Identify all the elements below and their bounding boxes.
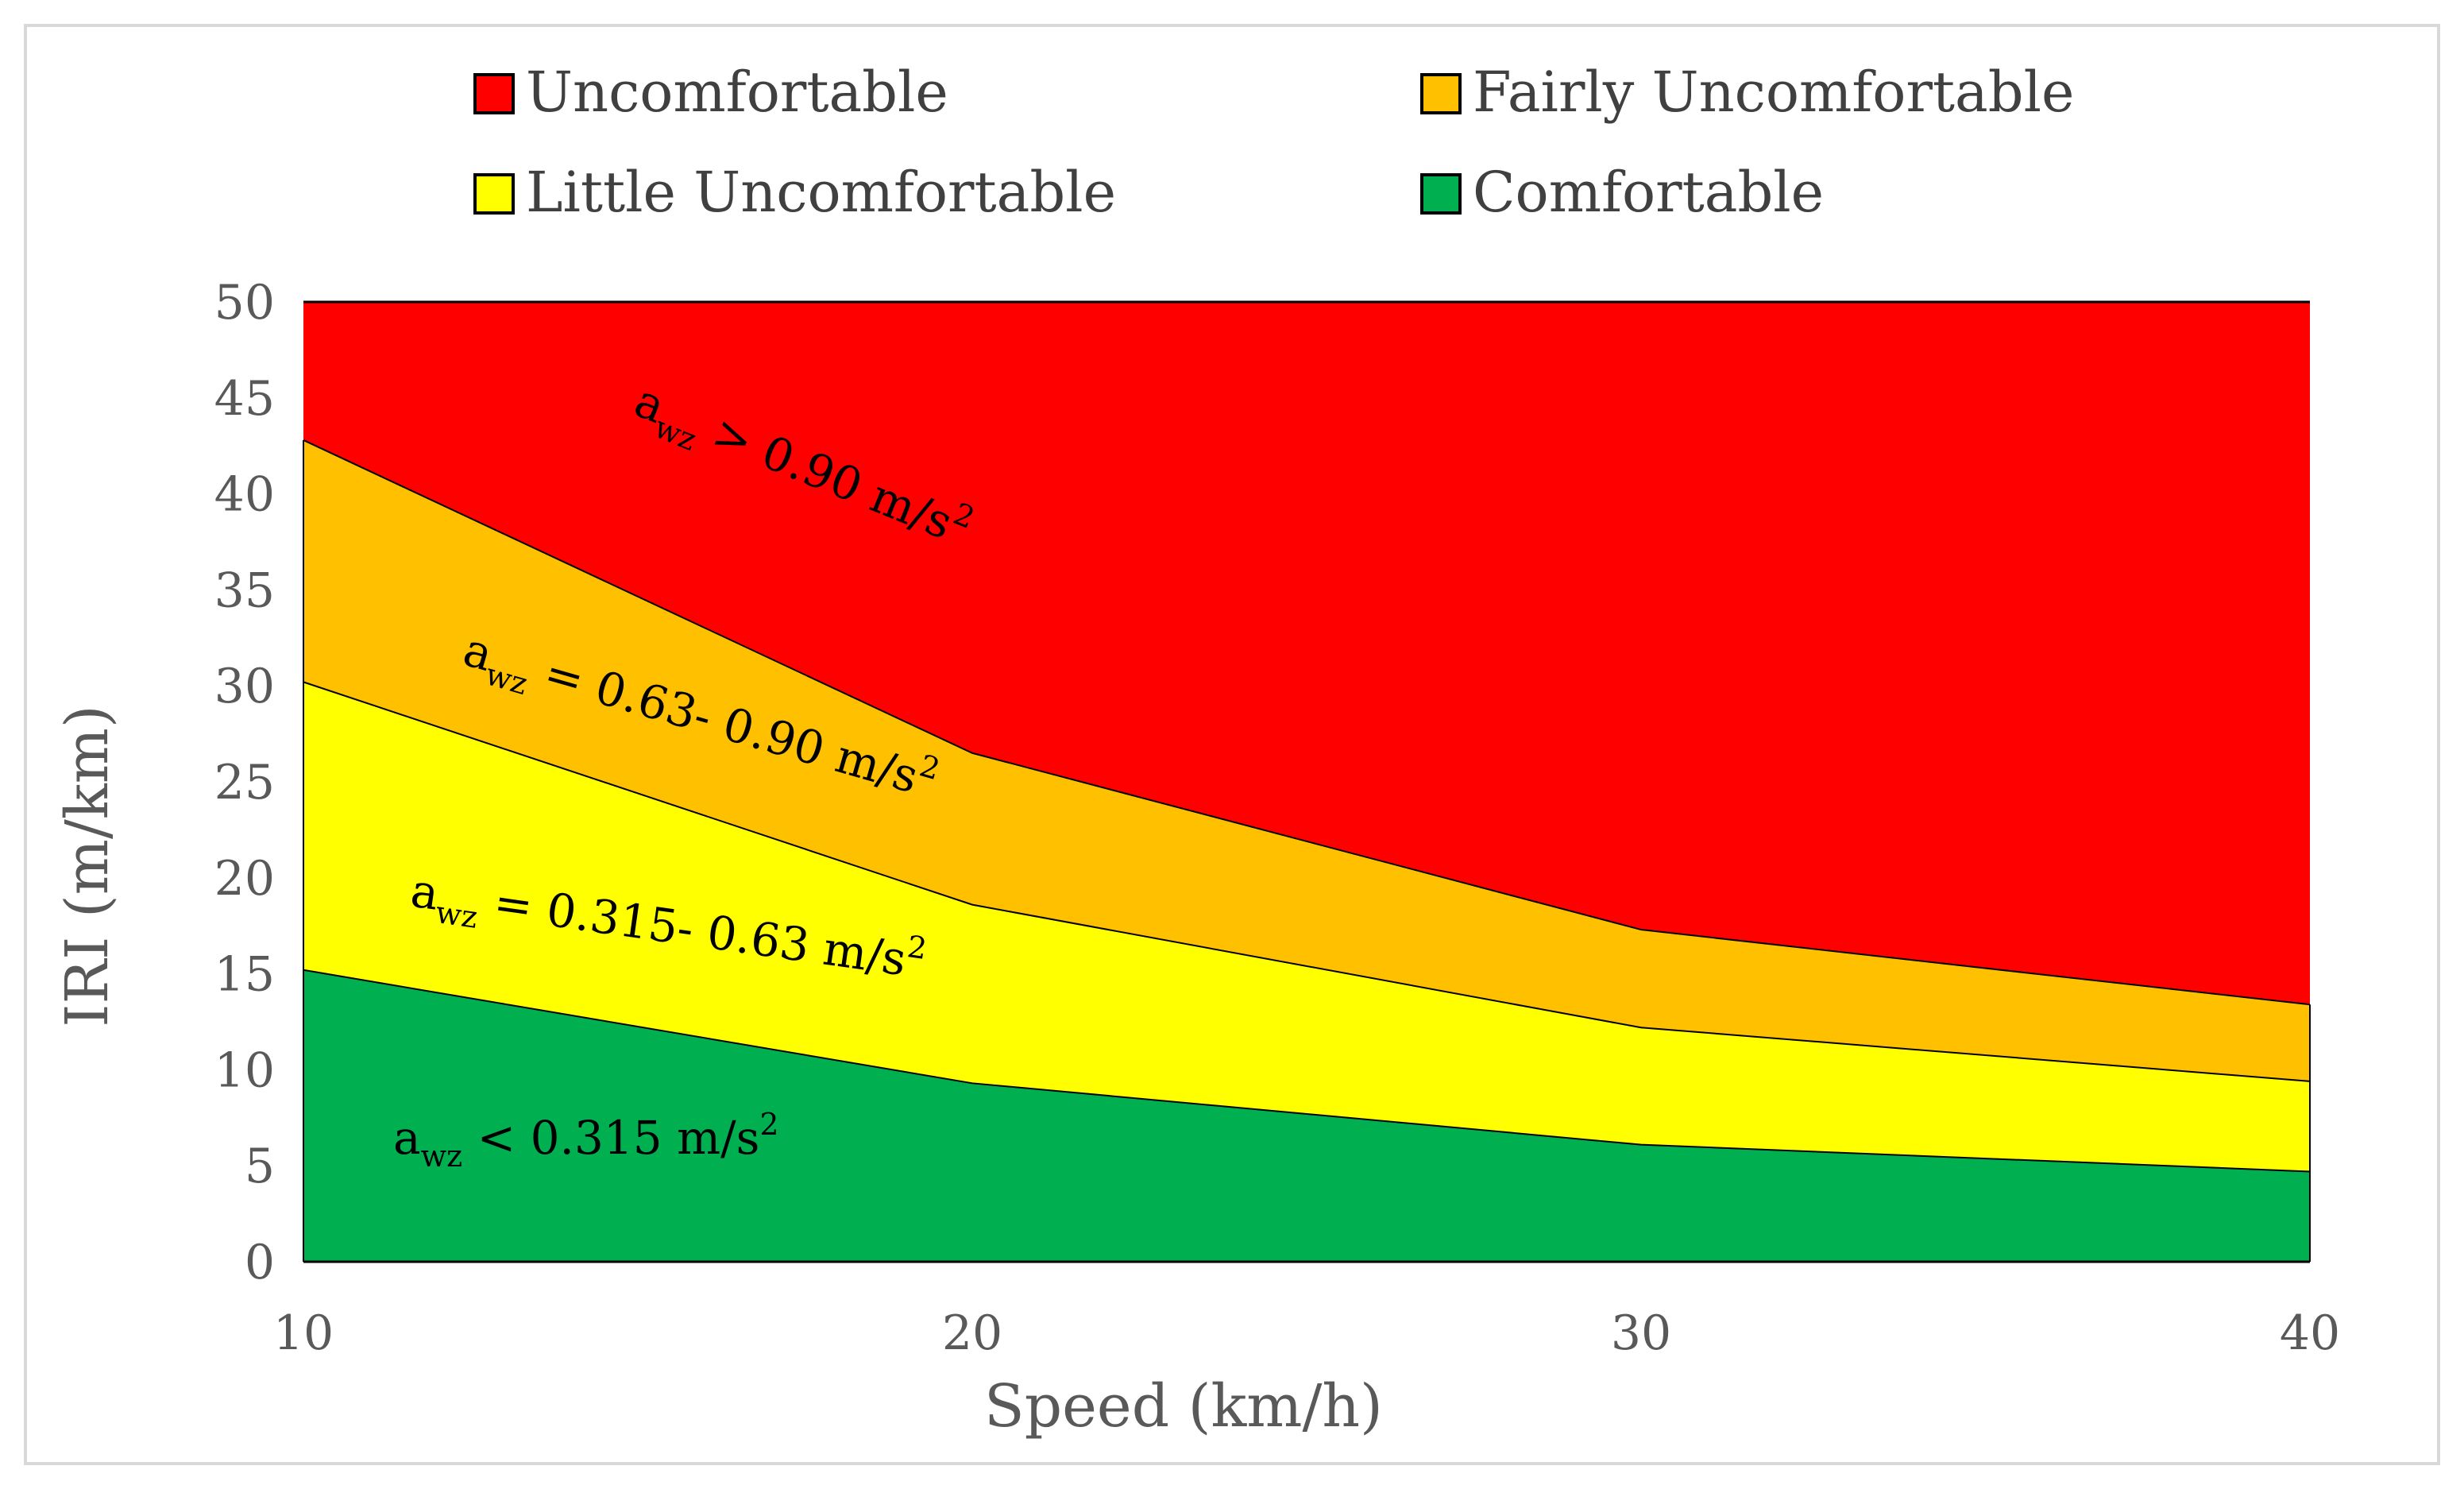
- legend-swatch-comfortable: [1420, 173, 1462, 215]
- legend-label-little-uncomfortable: Little Uncomfortable: [526, 160, 1116, 225]
- area-comfortable: [303, 969, 2310, 1262]
- x-tick-labels: 10 20 30 40: [273, 1305, 2340, 1361]
- legend: Uncomfortable Fairly Uncomfortable Little …: [473, 60, 2074, 225]
- annotation-superscript: 2: [759, 1107, 778, 1142]
- area-little-uncomfortable: [303, 682, 2310, 1172]
- y-tick-label: 15: [214, 947, 275, 1003]
- chart-boundaries: [303, 300, 2311, 1263]
- y-tick-label: 50: [214, 275, 275, 331]
- legend-label-uncomfortable: Uncomfortable: [526, 60, 948, 125]
- legend-swatch-little-uncomfortable: [473, 173, 515, 215]
- annotation-subscript: wz: [434, 895, 480, 935]
- legend-label-comfortable: Comfortable: [1473, 160, 1824, 225]
- y-tick-labels: 0 5 10 15 20 25 30 35 40 45 50: [214, 275, 275, 1290]
- y-tick-label: 30: [214, 659, 275, 714]
- y-tick-label: 10: [214, 1042, 275, 1098]
- annotation-symbol: a: [393, 1111, 421, 1165]
- y-tick-label: 45: [214, 371, 275, 427]
- x-tick-label: 40: [2280, 1305, 2340, 1361]
- boundary-line-3: [303, 439, 2311, 1006]
- boundary-line-1: [303, 969, 2311, 1173]
- legend-swatch-fairly-uncomfortable: [1420, 73, 1462, 114]
- y-tick-label: 0: [245, 1235, 275, 1290]
- y-tick-label: 5: [245, 1139, 275, 1194]
- y-tick-label: 40: [214, 467, 275, 523]
- area-uncomfortable: [303, 302, 2310, 1005]
- x-tick-label: 10: [273, 1305, 334, 1361]
- chart-areas: [303, 302, 2310, 1262]
- y-tick-label: 35: [214, 563, 275, 618]
- y-axis-title: IRI (m/km): [53, 705, 122, 1027]
- annotation-subscript: wz: [421, 1139, 463, 1174]
- x-axis-title: Speed (km/h): [984, 1372, 1383, 1441]
- area-fairly-uncomfortable: [303, 439, 2310, 1081]
- y-tick-label: 25: [214, 755, 275, 810]
- annotation-range: < 0.315 m/s: [462, 1111, 759, 1165]
- legend-label-fairly-uncomfortable: Fairly Uncomfortable: [1473, 60, 2074, 125]
- annotation-4: awz < 0.315 m/s2: [393, 1107, 779, 1174]
- boundary-line-2: [303, 681, 2311, 1082]
- x-tick-label: 20: [942, 1305, 1002, 1361]
- legend-swatch-uncomfortable: [473, 73, 515, 114]
- y-tick-label: 20: [214, 851, 275, 907]
- x-tick-label: 30: [1611, 1305, 1671, 1361]
